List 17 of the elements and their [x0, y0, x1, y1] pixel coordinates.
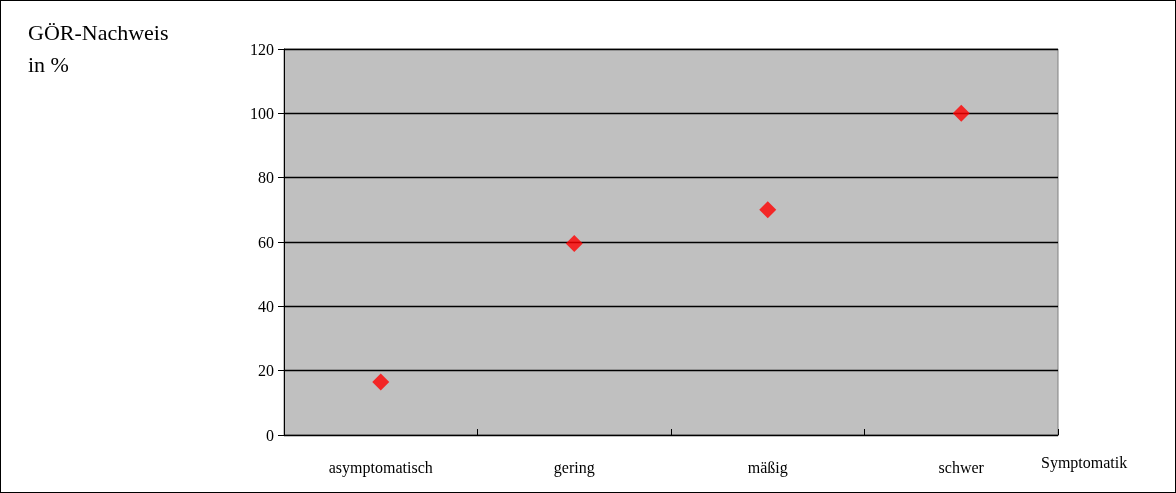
- y-tick-label: 20: [258, 362, 274, 380]
- y-tick-label: 60: [258, 233, 274, 251]
- point: [952, 104, 970, 122]
- x-tick-label: schwer: [938, 458, 985, 476]
- y-tick-label: 80: [258, 169, 274, 187]
- point: [372, 373, 390, 391]
- y-axis-title: GÖR-Nachweis in %: [28, 19, 175, 77]
- x-tick-label: mäßig: [747, 458, 788, 477]
- x-tick-label: gering: [553, 458, 595, 477]
- y-tick-label: 0: [266, 426, 274, 444]
- y-tick-label: 120: [250, 40, 274, 58]
- point: [759, 201, 777, 219]
- x-tick-label: asymptomatisch: [328, 458, 433, 477]
- y-tick-label: 40: [258, 297, 274, 315]
- y-tick-label: 100: [250, 104, 274, 122]
- x-axis-title: Symptomatik: [1041, 453, 1128, 472]
- point: [565, 235, 583, 253]
